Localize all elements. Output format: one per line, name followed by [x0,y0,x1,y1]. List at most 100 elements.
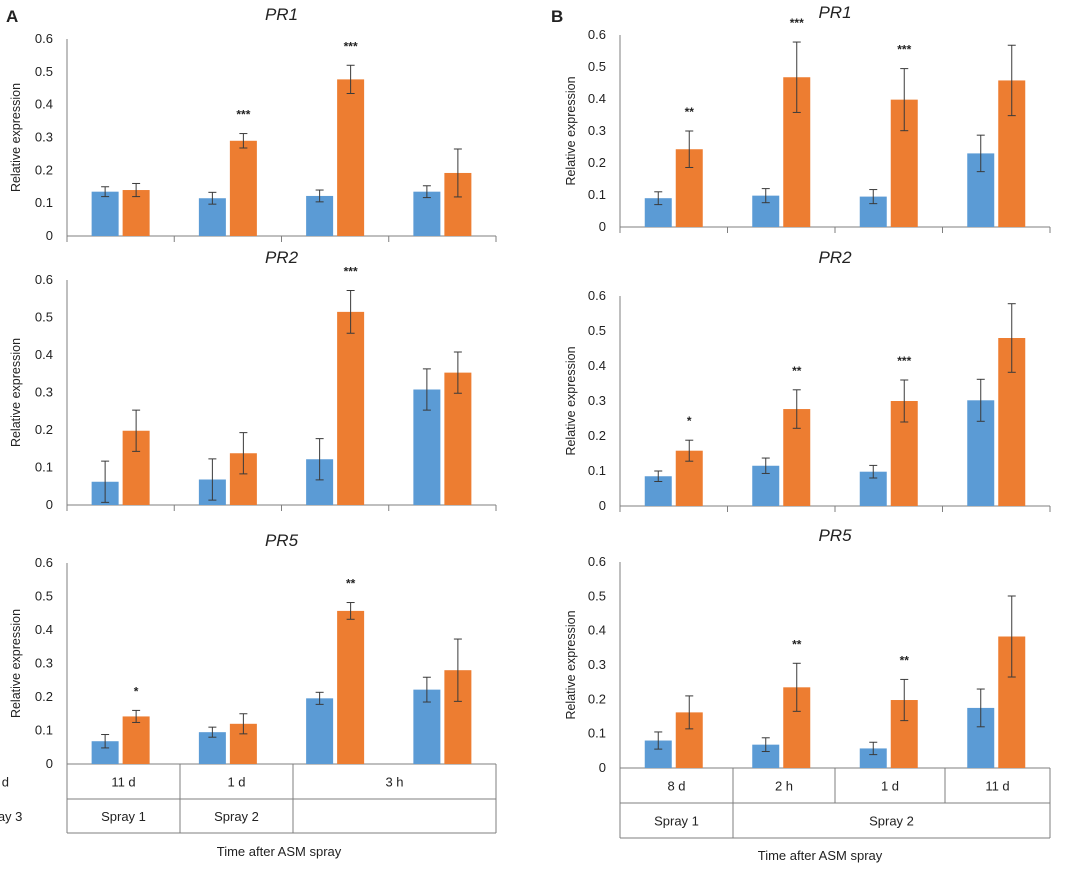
chart3-significance-label: * [134,684,139,698]
x-axis-label-a: Time after ASM spray [217,844,342,859]
chart2-significance-label: *** [344,265,358,279]
chart4-y-tick-label: 0.5 [588,59,606,74]
chart6-y-axis-label: Relative expression [564,610,578,719]
chart1-bar-control [306,195,334,236]
chart4-significance-label: ** [685,105,695,119]
chart3-y-tick-label: 0.4 [35,622,53,637]
chart2-title: PR2 [265,248,299,267]
chart6-y-tick-label: 0.6 [588,554,606,569]
chart3-category-label: 1 d [227,775,245,790]
chart6-group-label: Spray 2 [869,814,914,829]
chart3-y-tick-label: 0.5 [35,589,53,604]
chart3-category-label: 3 h [385,775,403,790]
chart6-y-tick-label: 0.4 [588,623,606,638]
chart1-y-tick-label: 0.3 [35,130,53,145]
chart4-y-tick-label: 0 [599,219,606,234]
chart3-group-label: Spray 3 [0,809,22,824]
chart1-title: PR1 [265,5,298,24]
chart1-y-tick-label: 0.5 [35,64,53,79]
chart6-bar-control [752,744,780,768]
chart3-y-tick-label: 0.3 [35,656,53,671]
chart4-y-axis-label: Relative expression [564,76,578,185]
chart3-y-tick-label: 0.6 [35,555,53,570]
chart3-group-label: Spray 2 [214,809,259,824]
chart5-y-tick-label: 0.3 [588,393,606,408]
chart5-y-tick-label: 0.1 [588,463,606,478]
panel-label-b: B [551,7,563,26]
chart2-bar-ASM [444,372,472,505]
chart1-bar-ASM [122,190,150,236]
chart3-y-axis-label: Relative expression [9,609,23,718]
chart3-y-tick-label: 0.2 [35,689,53,704]
chart2-y-tick-label: 0 [46,497,53,512]
chart2-bar-ASM [337,311,365,505]
chart1-bar-ASM [337,79,365,236]
chart5-y-tick-label: 0.6 [588,288,606,303]
chart3-significance-label: ** [346,577,356,591]
chart3-y-tick-label: 0 [46,756,53,771]
chart1-y-tick-label: 0.2 [35,162,53,177]
chart4-significance-label: *** [790,16,804,30]
chart2-y-tick-label: 0.3 [35,385,53,400]
chart6-category-label: 8 d [667,779,685,794]
chart5-y-axis-label: Relative expression [564,346,578,455]
chart5-significance-label: *** [897,354,911,368]
charts-layer: PR1 Relative expression 0 0.1 0.2 0.3 0.4 0.5 0.… [0,3,1051,839]
chart1-bar-control [91,191,119,236]
chart1-y-tick-label: 0.1 [35,195,53,210]
chart2-y-tick-label: 0.6 [35,272,53,287]
chart4-y-tick-label: 0.1 [588,187,606,202]
chart3-group-label: Spray 1 [101,809,146,824]
chart1-y-tick-label: 0.4 [35,97,53,112]
chart6-bar-control [859,748,887,768]
chart4-y-tick-label: 0.4 [588,91,606,106]
chart6-category-label: 2 h [775,779,793,794]
chart4-y-tick-label: 0.2 [588,155,606,170]
chart6-category-label: 1 d [881,779,899,794]
chart4-significance-label: *** [897,43,911,57]
chart5-y-tick-label: 0.5 [588,323,606,338]
chart2-y-tick-label: 0.2 [35,422,53,437]
chart6-y-tick-label: 0.3 [588,657,606,672]
chart1-significance-label: *** [344,39,358,53]
chart3-category-label: 11 d [111,775,135,790]
chart6-y-tick-label: 0.1 [588,726,606,741]
chart4-y-tick-label: 0.3 [588,123,606,138]
chart1-y-tick-label: 0 [46,228,53,243]
chart3-bar-ASM [122,716,150,764]
chart2-y-axis-label: Relative expression [9,338,23,447]
chart5-title: PR2 [818,248,852,267]
chart1-significance-label: *** [236,108,250,122]
chart6-y-tick-label: 0.5 [588,588,606,603]
chart1-y-axis-label: Relative expression [9,83,23,192]
chart3-title: PR5 [265,531,299,550]
chart5-significance-label: * [687,414,692,428]
chart6-y-tick-label: 0.2 [588,691,606,706]
chart2-y-tick-label: 0.5 [35,310,53,325]
chart5-y-tick-label: 0 [599,498,606,513]
chart3-bar-ASM [337,610,365,764]
chart6-significance-label: ** [792,637,802,651]
chart5-y-tick-label: 0.4 [588,358,606,373]
chart4-title: PR1 [818,3,851,22]
chart6-title: PR5 [818,526,852,545]
chart1-bar-ASM [229,140,257,236]
chart3-category-label: 1 d [0,775,9,790]
chart6-group-label: Spray 1 [654,814,699,829]
chart6-y-tick-label: 0 [599,760,606,775]
chart3-bar-control [306,698,334,764]
chart6-significance-label: ** [900,653,910,667]
chart2-y-tick-label: 0.1 [35,460,53,475]
chart3-y-tick-label: 0.1 [35,723,53,738]
chart6-category-label: 11 d [985,779,1009,794]
chart2-y-tick-label: 0.4 [35,347,53,362]
chart3-bar-control [91,741,119,764]
chart5-significance-label: ** [792,364,802,378]
x-axis-label-b: Time after ASM spray [758,848,883,863]
chart1-y-tick-label: 0.6 [35,31,53,46]
chart4-y-tick-label: 0.6 [588,27,606,42]
chart5-y-tick-label: 0.2 [588,428,606,443]
panel-label-a: A [6,7,18,26]
chart1-bar-control [413,191,441,236]
